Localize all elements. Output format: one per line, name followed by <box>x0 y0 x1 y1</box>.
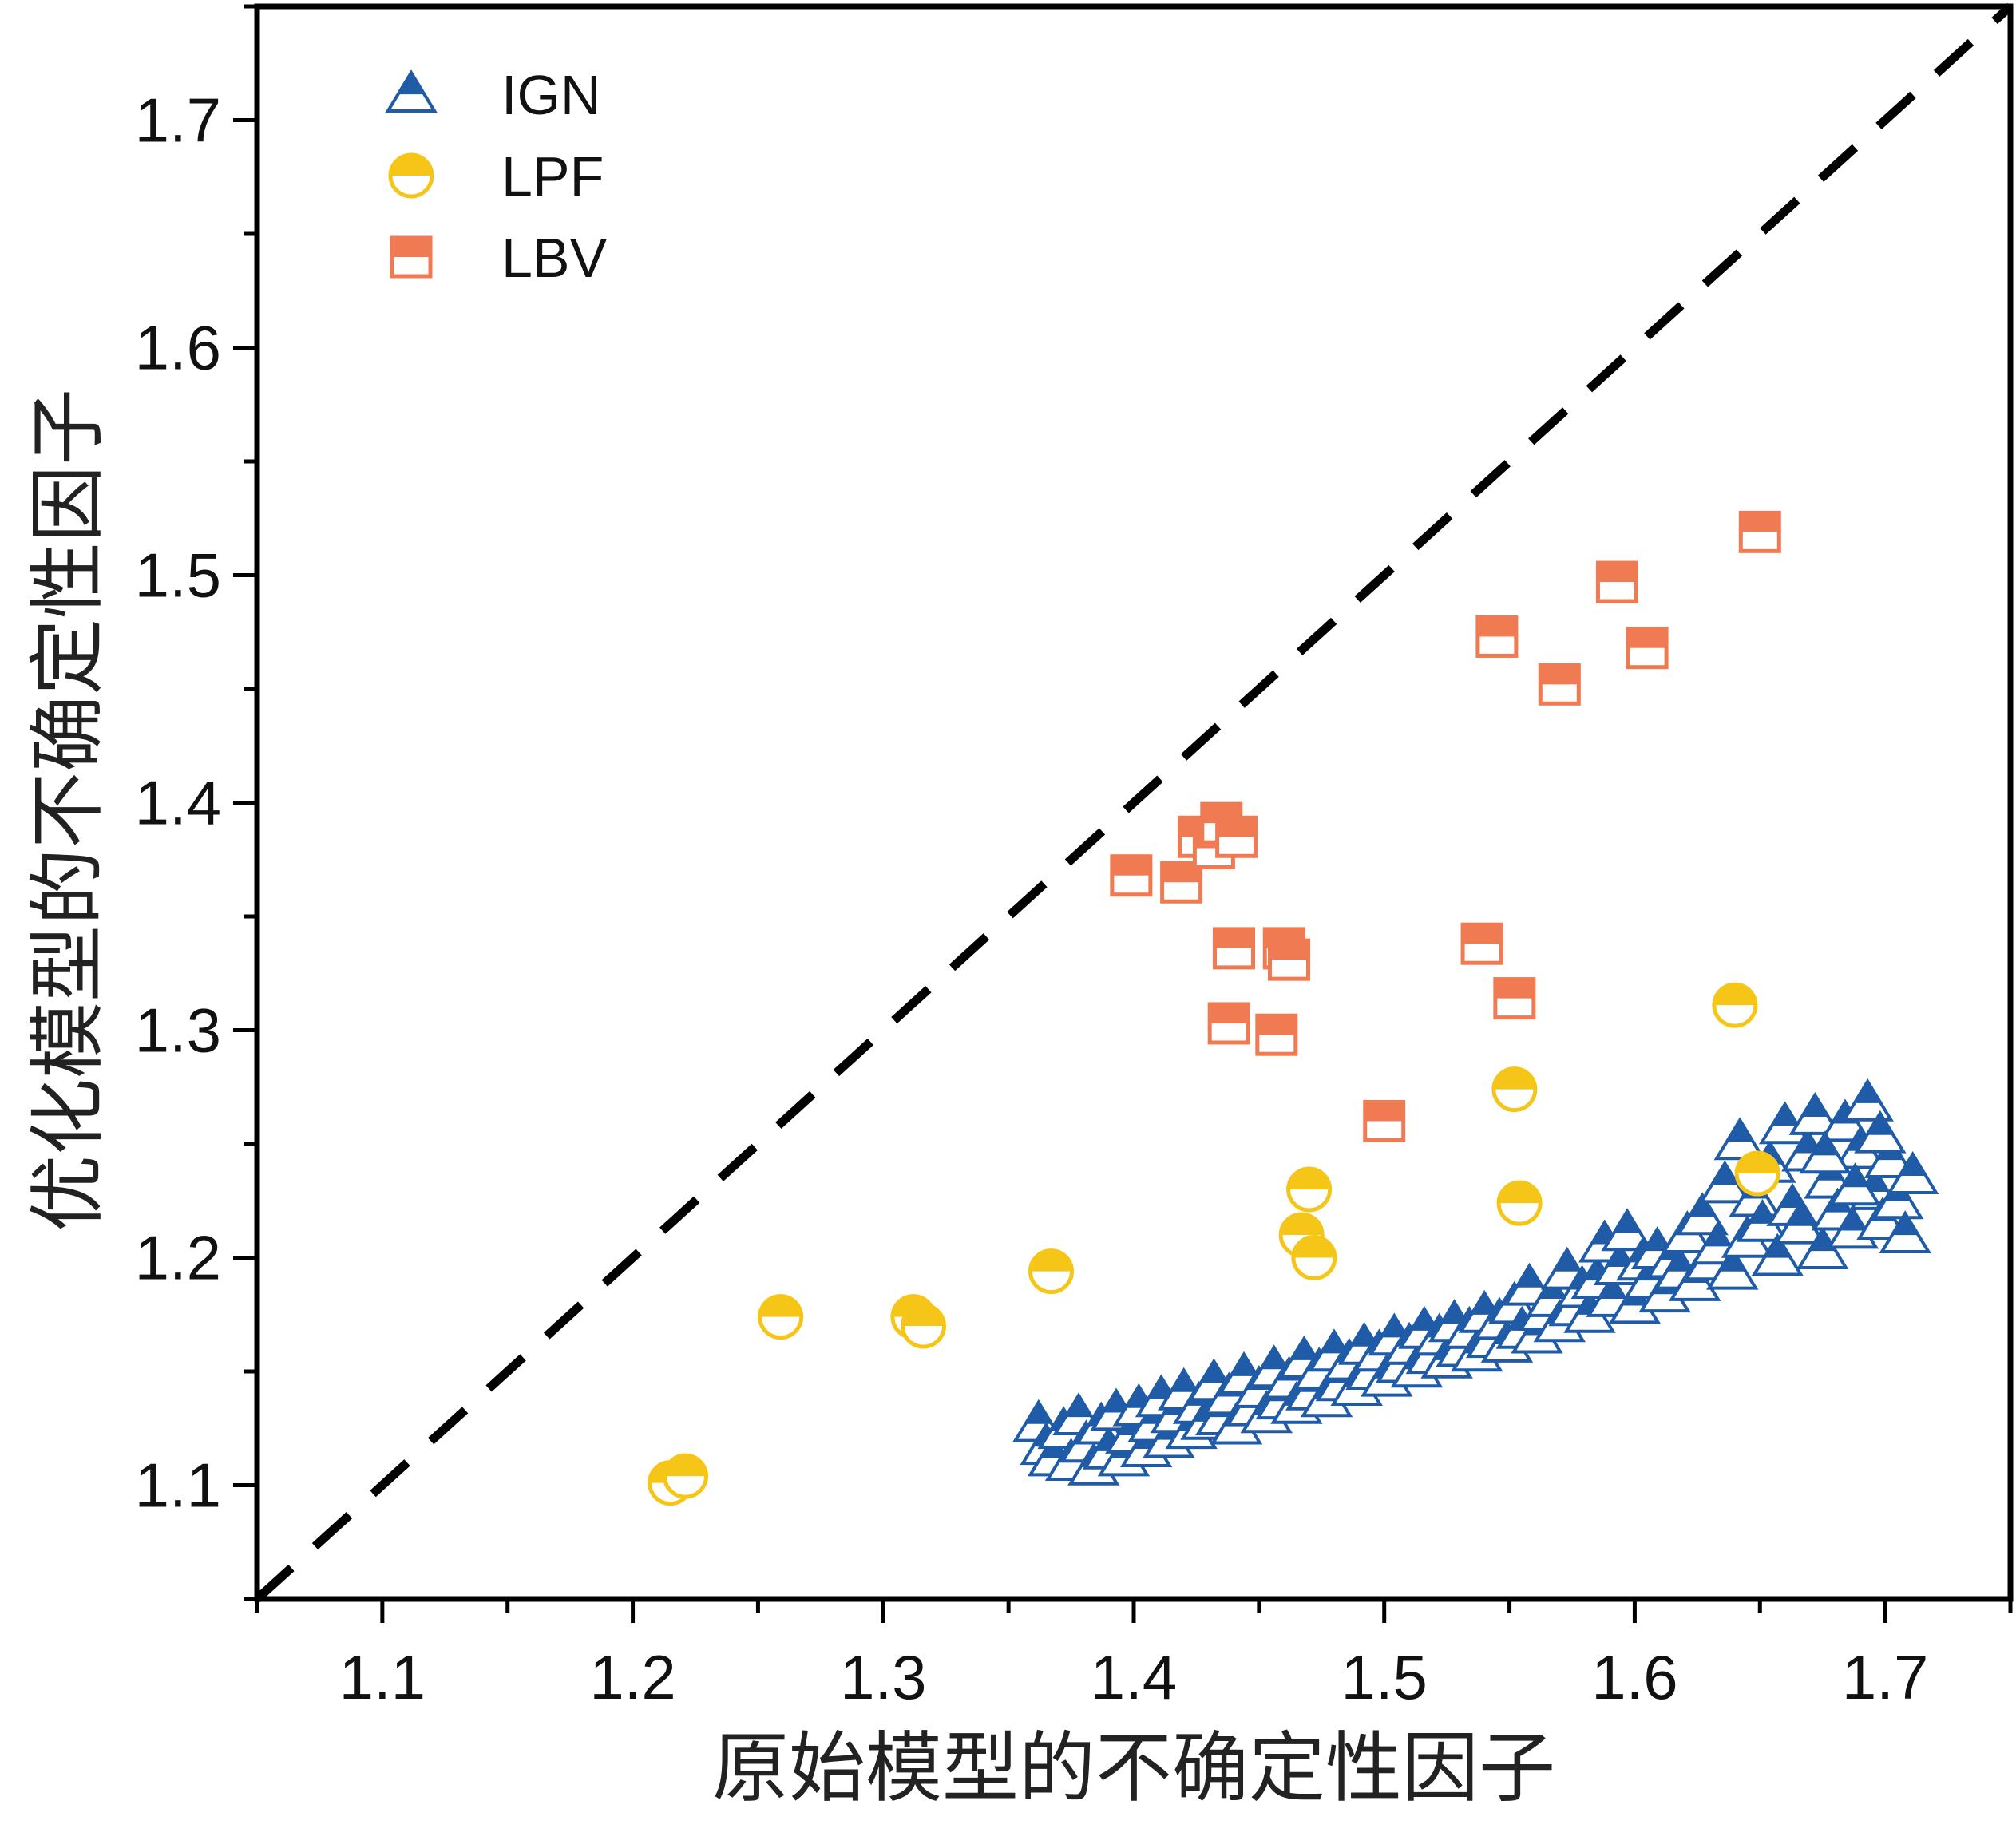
data-point-lbv <box>1110 854 1153 897</box>
x-tick-label: 1.5 <box>1341 1642 1427 1712</box>
y-tick-label: 1.7 <box>135 85 221 156</box>
legend-label-ign: IGN <box>501 64 600 126</box>
data-point-lbv <box>1738 510 1781 553</box>
data-point-ign <box>1788 1091 1842 1135</box>
data-point-lpf <box>900 1303 946 1349</box>
data-point-ign <box>1698 1160 1752 1204</box>
y-tick-label: 1.6 <box>135 313 221 383</box>
y-tick-label: 1.4 <box>135 768 221 838</box>
x-tick-label: 1.6 <box>1591 1642 1677 1712</box>
y-tick-label: 1.1 <box>135 1450 221 1521</box>
data-point-ign <box>1854 1110 1907 1154</box>
y-tick-label: 1.3 <box>135 995 221 1066</box>
x-tick-label: 1.7 <box>1842 1642 1928 1712</box>
data-point-ign <box>1886 1151 1939 1194</box>
data-point-lpf <box>1286 1166 1333 1213</box>
data-point-ign <box>1879 1210 1931 1254</box>
data-point-lbv <box>1255 1013 1298 1056</box>
data-point-lpf <box>1491 1066 1538 1113</box>
legend-label-lbv: LBV <box>501 227 608 289</box>
data-point-lpf <box>1496 1180 1543 1226</box>
data-point-lbv <box>1475 615 1519 658</box>
data-point-lbv <box>1215 815 1258 858</box>
data-point-ign <box>1828 1162 1882 1206</box>
data-point-ign <box>1799 1130 1852 1174</box>
legend-marker-lpf <box>388 152 434 199</box>
data-point-lbv <box>1268 938 1311 981</box>
x-tick-label: 1.2 <box>589 1642 675 1712</box>
legend-marker-ign <box>385 69 438 113</box>
y-tick-label: 1.5 <box>135 540 221 611</box>
legend-marker-lbv <box>390 235 433 279</box>
legend: IGN LPF LBV <box>385 64 608 289</box>
x-tick-label: 1.4 <box>1091 1642 1177 1712</box>
x-tick-label: 1.1 <box>339 1642 426 1712</box>
data-point-lbv <box>1493 977 1536 1020</box>
data-point-lbv <box>1626 627 1669 670</box>
series-lbv <box>1110 510 1781 1142</box>
axes-layer: 1.1 1.2 1.3 1.4 1.5 1.6 1.7 1.1 1.2 1.3 1.4 1.5 1.6 1… <box>135 4 2013 1712</box>
reference-line-layer <box>254 2 2014 1603</box>
series-ign <box>1012 1078 1939 1486</box>
data-point-lbv <box>1538 663 1581 706</box>
data-point-ign <box>1706 1246 1759 1290</box>
data-point-ign <box>1841 1078 1894 1122</box>
data-point-lbv <box>1160 861 1203 904</box>
data-point-lbv <box>1207 1002 1250 1045</box>
data-point-lpf <box>1028 1248 1074 1295</box>
series-lpf <box>648 982 1780 1506</box>
data-point-ign <box>1736 1198 1789 1242</box>
data-point-ign <box>1713 1117 1766 1161</box>
y-tick-label: 1.2 <box>135 1223 221 1293</box>
data-point-lpf <box>662 1453 708 1499</box>
data-point-ign <box>1751 1233 1804 1276</box>
data-point-lbv <box>1595 560 1638 603</box>
y-axis-title: 优化模型的不确定性因子 <box>23 389 113 1232</box>
x-axis-title: 原始模型的不确定性因子 <box>712 1723 1555 1813</box>
data-points-layer <box>648 510 1939 1506</box>
data-point-ign <box>1676 1192 1729 1236</box>
data-point-lpf <box>758 1294 804 1340</box>
data-point-lbv <box>1460 922 1503 965</box>
data-point-lbv <box>1363 1100 1406 1142</box>
data-point-lbv <box>1212 927 1255 970</box>
data-point-lpf <box>1734 1150 1780 1197</box>
data-point-lpf <box>1712 982 1758 1028</box>
x-tick-label: 1.3 <box>840 1642 926 1712</box>
data-point-lpf <box>1291 1235 1337 1280</box>
legend-label-lpf: LPF <box>501 145 604 208</box>
data-point-ign <box>1601 1208 1654 1252</box>
reference-line <box>254 2 2014 1603</box>
data-point-ign <box>1773 1201 1827 1245</box>
